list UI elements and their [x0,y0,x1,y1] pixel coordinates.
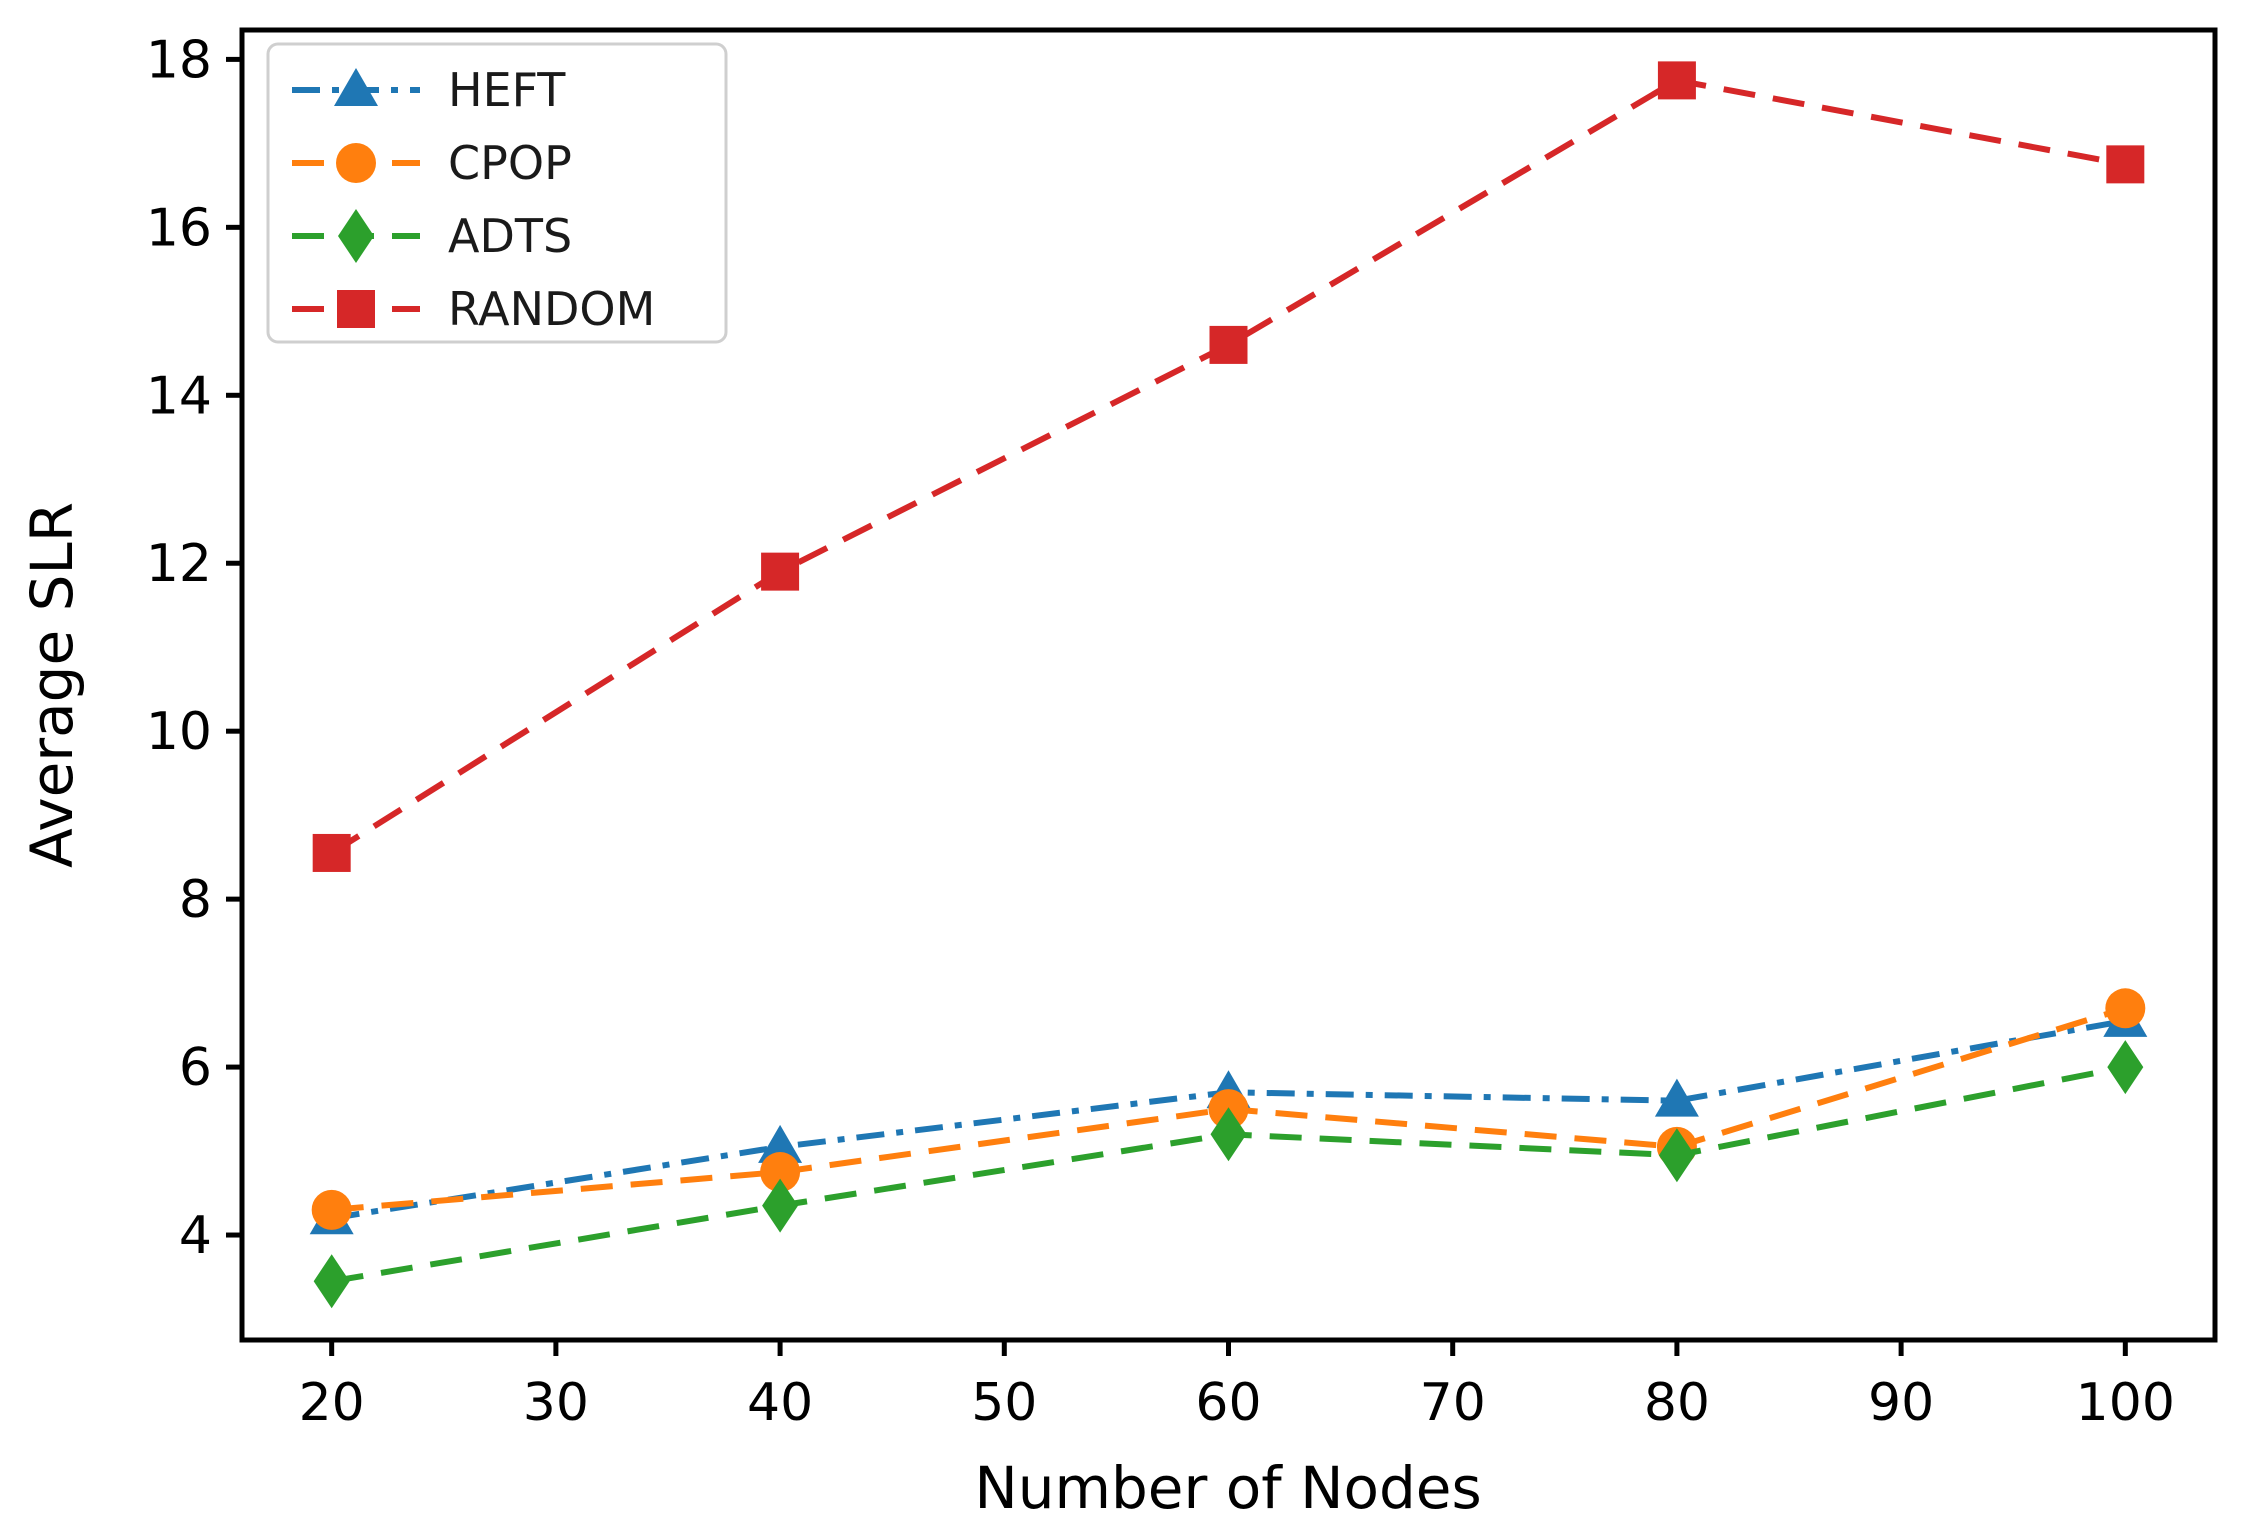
marker-adts [1210,1107,1247,1162]
marker-cpop [311,1189,352,1230]
marker-heft [1654,1078,1699,1117]
x-tick-label: 70 [1420,1373,1486,1433]
legend-box [266,42,728,344]
legend-label-cpop: CPOP [448,136,572,190]
x-tick-label: 20 [299,1373,365,1433]
legend-marker-adts [338,209,374,263]
x-tick-label: 90 [1868,1373,1934,1433]
legend-marker-cpop [336,143,376,183]
series-adts [313,1040,2144,1309]
marker-cpop [2105,988,2146,1029]
marker-random [2106,145,2145,184]
x-tick-label: 80 [1644,1373,1710,1433]
legend-marker-random [337,290,375,328]
x-tick-label: 60 [1195,1373,1261,1433]
legend-label-adts: ADTS [448,209,572,263]
y-tick-label: 4 [179,1206,212,1266]
series-random [312,61,2145,872]
plot-area: 20 30 40 50 60 70 80 90 100 4 6 8 10 12 14 16 18 [146,27,2218,1433]
y-tick-label: 8 [179,870,212,930]
marker-cpop [760,1152,801,1193]
marker-random [1657,61,1696,100]
y-tick-label: 14 [146,366,212,426]
marker-heft [758,1124,803,1163]
legend-entry-heft: HEFT [292,63,566,117]
marker-adts [1658,1128,1695,1183]
legend: HEFT CPOP ADTS RANDOM [266,42,728,344]
x-tick-label: 100 [2076,1373,2175,1433]
marker-adts [313,1254,350,1309]
x-tick-label: 30 [523,1373,589,1433]
x-tick-label: 50 [971,1373,1037,1433]
y-tick-label: 18 [146,30,212,90]
legend-entry-cpop: CPOP [292,136,572,190]
y-tick-label: 10 [146,702,212,762]
x-tick-label: 40 [747,1373,813,1433]
legend-marker-heft [334,68,378,106]
legend-label-random: RANDOM [448,282,655,336]
y-tick-label: 16 [146,198,212,258]
y-axis-label: Average SLR [18,502,86,868]
y-tick-label: 12 [146,534,212,594]
marker-random [312,833,351,872]
legend-label-heft: HEFT [448,63,566,117]
legend-entry-adts: ADTS [292,209,572,263]
marker-adts [762,1178,799,1233]
legend-entry-random: RANDOM [292,282,655,336]
y-tick-label: 6 [179,1038,212,1098]
marker-random [1209,325,1248,364]
x-axis-label: Number of Nodes [974,1454,1481,1522]
marker-random [761,552,800,591]
marker-adts [2107,1040,2144,1095]
